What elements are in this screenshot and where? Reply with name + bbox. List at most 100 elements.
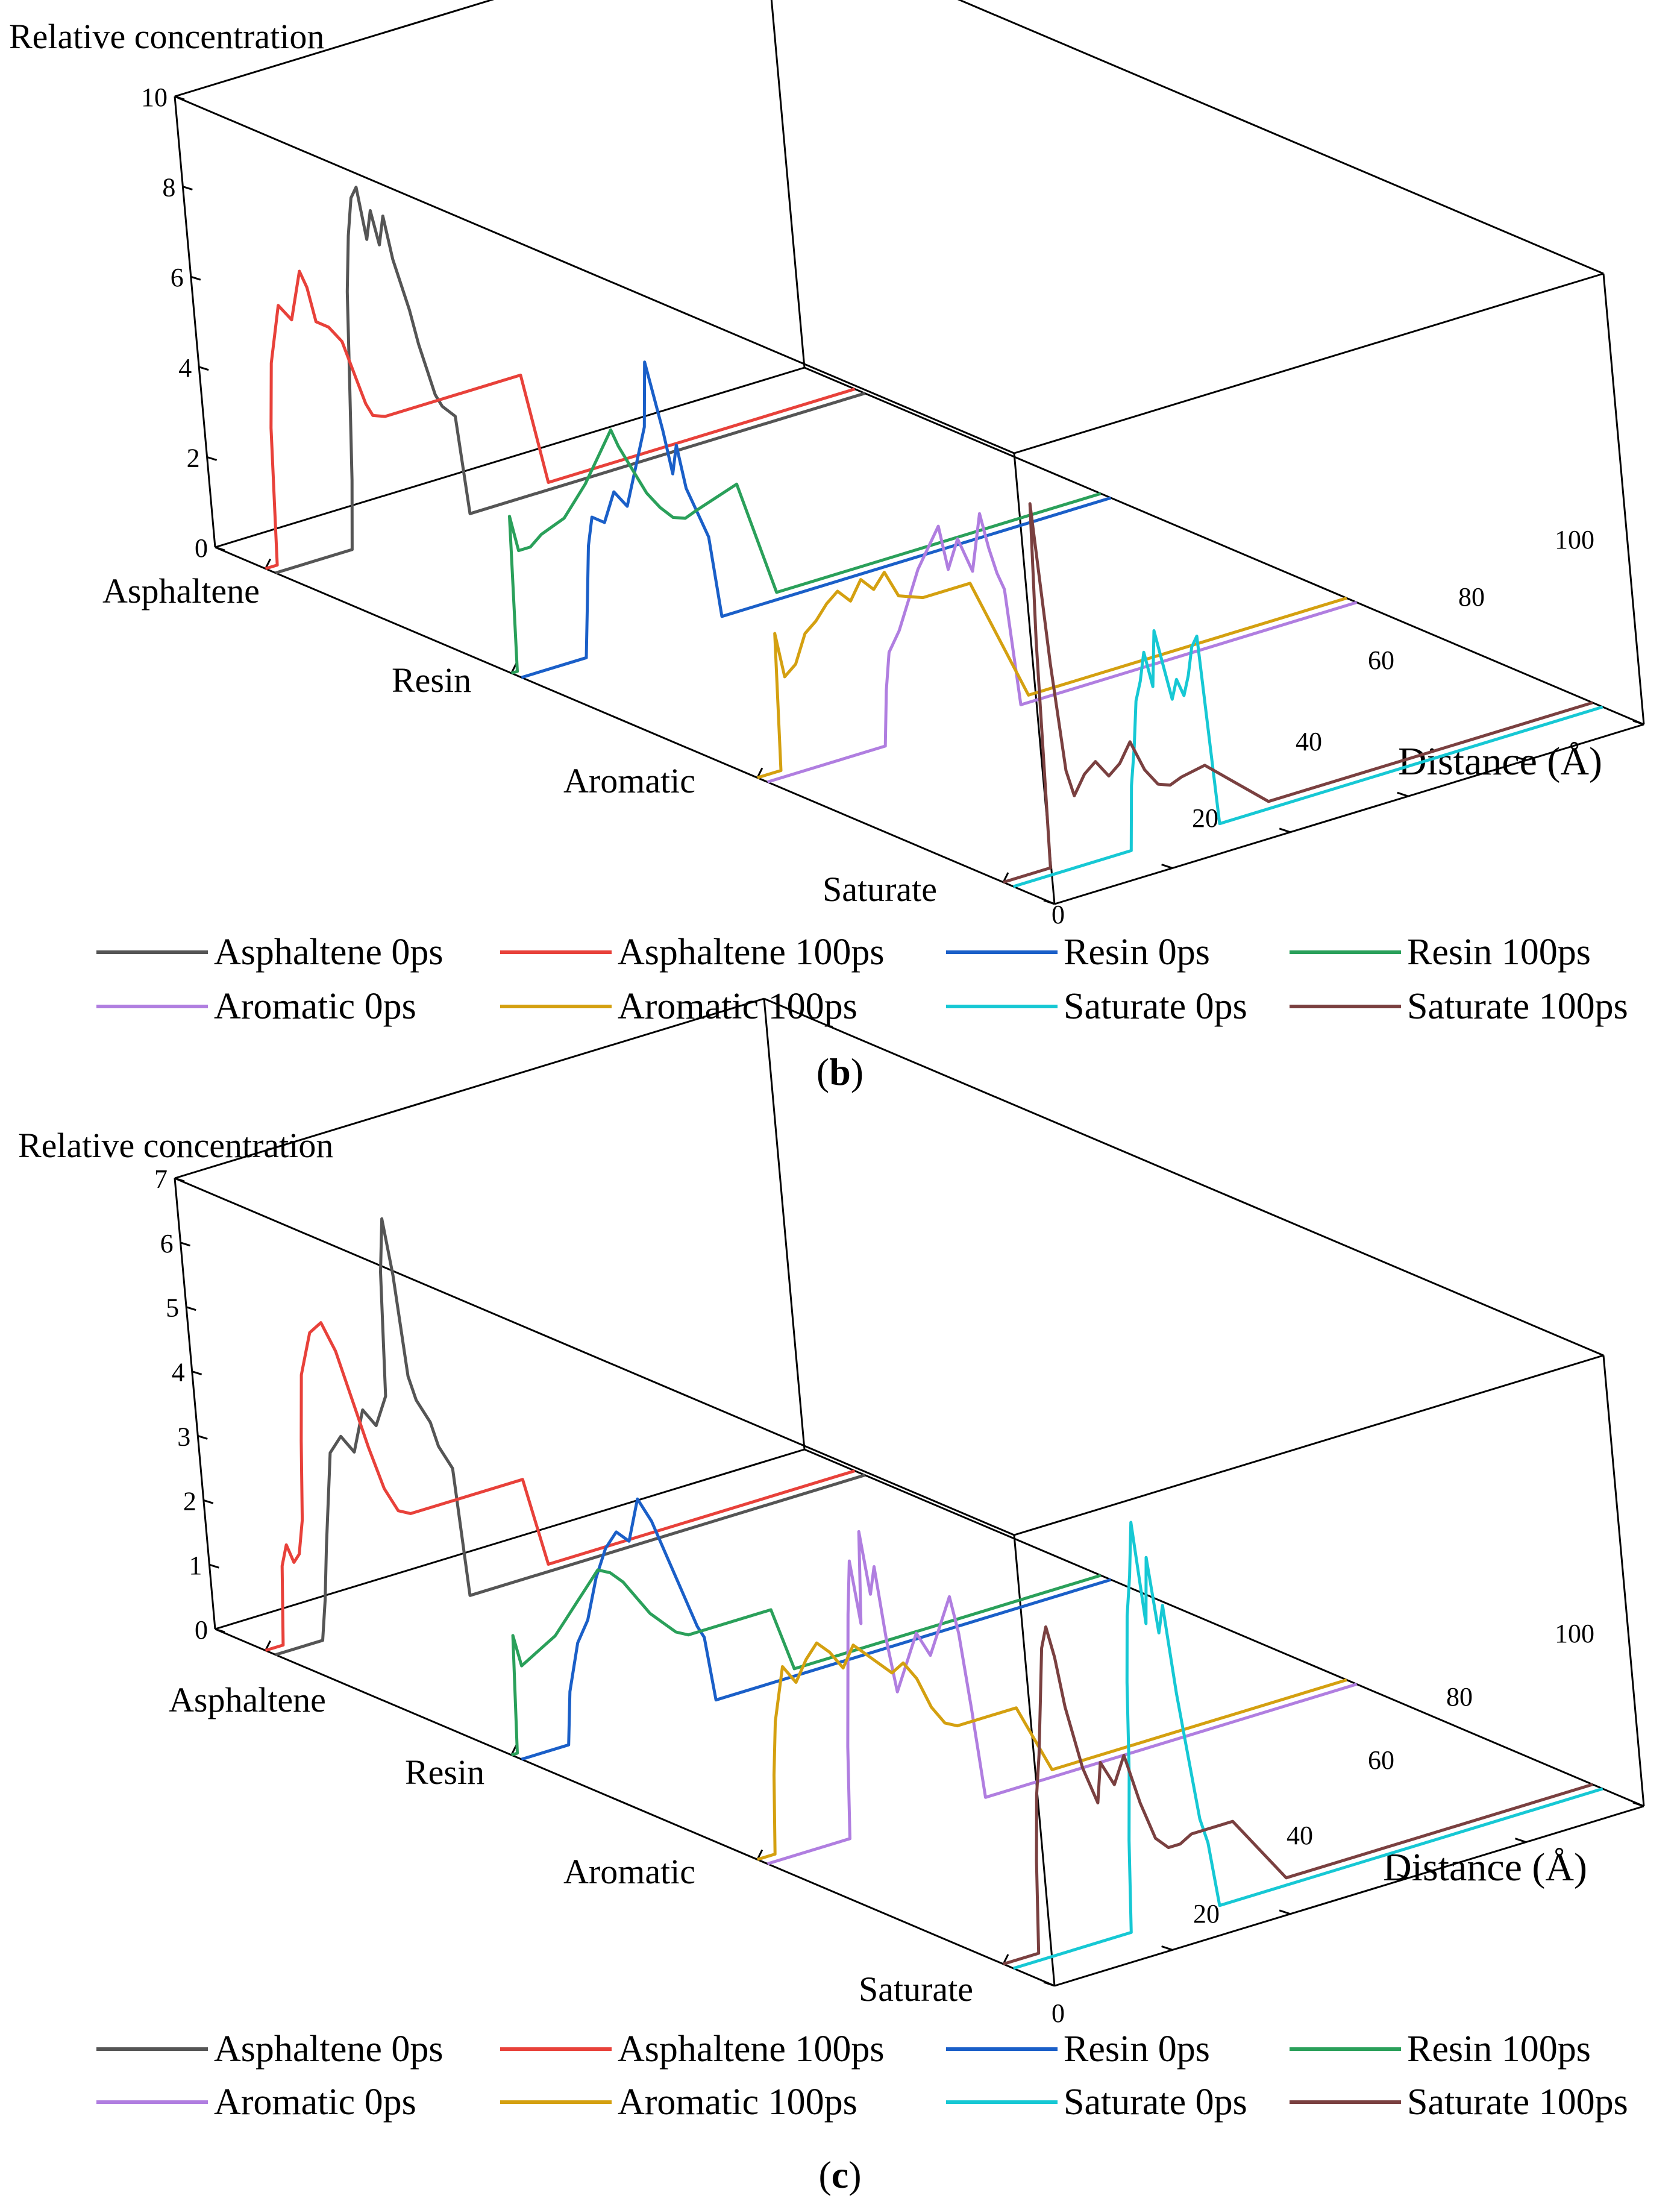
distance-tick-label-1: 20	[1193, 1899, 1220, 1929]
category-label-asphaltene: Asphaltene	[102, 571, 260, 611]
frame-edge-11	[957, 0, 1604, 275]
y-tick-label-1: 1	[189, 1551, 202, 1580]
distance-tick-mark-0	[1043, 1981, 1055, 1987]
frame-edge-8	[804, 366, 1644, 726]
legend-label-1: Asphaltene 100ps	[618, 932, 885, 973]
frame-edge-7	[1054, 1805, 1644, 1987]
axes-frame	[174, 997, 1645, 1987]
distance-tick-label-5: 100	[1555, 1619, 1594, 1648]
y-tick-label-5: 10	[141, 83, 168, 112]
legend-label-6: Saturate 0ps	[1064, 986, 1247, 1027]
series-aromatic-100ps	[757, 1641, 1347, 1861]
frame-edge-9	[1602, 1355, 1645, 1807]
series-saturate-100ps	[1003, 502, 1593, 884]
frame-edge-10	[1014, 1354, 1604, 1536]
distance-tick-label-2: 40	[1296, 727, 1322, 756]
panel-label: (b)	[816, 1050, 864, 1093]
distance-tick-mark-0	[1043, 899, 1055, 905]
y-tick-label-2: 2	[183, 1486, 196, 1516]
y-tick-label-3: 6	[171, 263, 184, 292]
y-tick-mark-2	[203, 1499, 214, 1504]
frame-edge-2	[215, 1448, 805, 1630]
frame-edge-9	[1602, 273, 1645, 725]
frame-edge-1	[215, 1628, 1055, 1987]
distance-tick-label-5: 100	[1555, 525, 1594, 554]
y-tick-label-1: 2	[187, 443, 200, 472]
frame-edge-11	[763, 997, 1604, 1357]
axes-frame	[174, 0, 1645, 905]
frame-edge-4	[174, 95, 1015, 454]
distance-tick-label-0: 0	[1052, 900, 1065, 929]
y-tick-mark-1	[207, 456, 218, 461]
distance-tick-mark-3	[1397, 791, 1409, 797]
frame-edge-6	[770, 0, 806, 368]
distance-tick-label-3: 60	[1368, 645, 1394, 675]
legend-label-3: Resin 100ps	[1407, 2029, 1591, 2070]
y-tick-label-7: 7	[154, 1164, 168, 1194]
panel-label-close: )	[851, 1050, 864, 1093]
category-label-resin: Resin	[405, 1753, 484, 1792]
legend-label-1: Asphaltene 100ps	[618, 2029, 885, 2070]
frame-edge-6	[763, 998, 806, 1450]
series-saturate-100ps	[1003, 1625, 1593, 1966]
distance-tick-mark-1	[1161, 863, 1173, 869]
panel-c: 0 1 2 3 4 5 6 7 Asphaltene Resin Aromatic Saturate 0…	[18, 997, 1645, 2196]
legend-label-6: Saturate 0ps	[1064, 2082, 1247, 2123]
category-label-aromatic: Aromatic	[563, 761, 695, 800]
y-tick-mark-1	[208, 1563, 219, 1569]
legend-label-4: Aromatic 0ps	[214, 2082, 416, 2123]
y-tick-mark-2	[198, 366, 209, 371]
distance-tick-mark-4	[1514, 1838, 1526, 1844]
legend-label-2: Resin 0ps	[1064, 2029, 1210, 2070]
legend-label-2: Resin 0ps	[1064, 932, 1210, 973]
legend-label-7: Saturate 100ps	[1407, 986, 1628, 1027]
legend-label-4: Aromatic 0ps	[214, 986, 416, 1027]
distance-tick-label-1: 20	[1192, 803, 1218, 833]
y-tick-mark-0	[215, 1628, 225, 1633]
distance-tick-label-0: 0	[1052, 1998, 1065, 2028]
distance-tick-label-4: 80	[1446, 1682, 1473, 1712]
y-tick-mark-4	[192, 1370, 202, 1376]
y-tick-mark-5	[174, 95, 185, 101]
frame-edge-8	[804, 1448, 1644, 1807]
y-tick-label-3: 3	[177, 1422, 190, 1451]
legend-label-5: Aromatic 100ps	[618, 2082, 857, 2123]
y-tick-mark-7	[174, 1177, 185, 1182]
panel-b: 0 2 4 6 8 10 Asphaltene Resin Aromatic Saturate 0 2…	[9, 0, 1645, 1093]
legend-label-0: Asphaltene 0ps	[214, 2029, 444, 2070]
series-asphaltene-0ps	[275, 186, 866, 574]
series-asphaltene-100ps	[265, 1321, 856, 1652]
frame-edge-4	[174, 1177, 1015, 1536]
series-resin-100ps	[510, 1568, 1102, 1757]
distance-tick-mark-5	[1632, 1801, 1644, 1807]
distance-tick-label-3: 60	[1368, 1745, 1394, 1775]
series-asphaltene-0ps	[275, 1217, 866, 1656]
y-tick-label-0: 0	[195, 1615, 208, 1645]
frame-edge-1	[215, 546, 1055, 905]
y-tick-label-5: 5	[166, 1293, 179, 1323]
y-tick-label-4: 8	[162, 173, 175, 202]
frame-edge-2	[215, 366, 805, 548]
series-aromatic-100ps	[757, 571, 1347, 779]
y-tick-label-0: 0	[195, 533, 208, 563]
y-axis-title: Relative concentration	[18, 1126, 333, 1165]
frame-edge-0	[174, 1178, 216, 1630]
series-asphaltene-100ps	[265, 269, 856, 570]
frame-edge-0	[174, 96, 216, 548]
distance-tick-mark-5	[1632, 720, 1644, 726]
category-label-aromatic: Aromatic	[563, 1852, 695, 1891]
legend: Asphaltene 0ps Asphaltene 100ps Resin 0ps R…	[96, 932, 1628, 1027]
category-label-saturate: Saturate	[859, 1970, 973, 2009]
panel-label-close: )	[848, 2153, 861, 2196]
frame-edge-3	[1013, 1534, 1056, 1986]
y-tick-mark-3	[197, 1434, 208, 1440]
distance-tick-mark-2	[1279, 1909, 1291, 1915]
y-axis-title: Relative concentration	[9, 17, 324, 56]
series-resin-0ps	[521, 360, 1112, 679]
frame-edge-5	[174, 997, 765, 1179]
series-resin-100ps	[508, 428, 1102, 675]
panel-label-open: (	[818, 2153, 831, 2196]
series-lines	[265, 1217, 1603, 1970]
y-tick-mark-6	[180, 1242, 191, 1247]
